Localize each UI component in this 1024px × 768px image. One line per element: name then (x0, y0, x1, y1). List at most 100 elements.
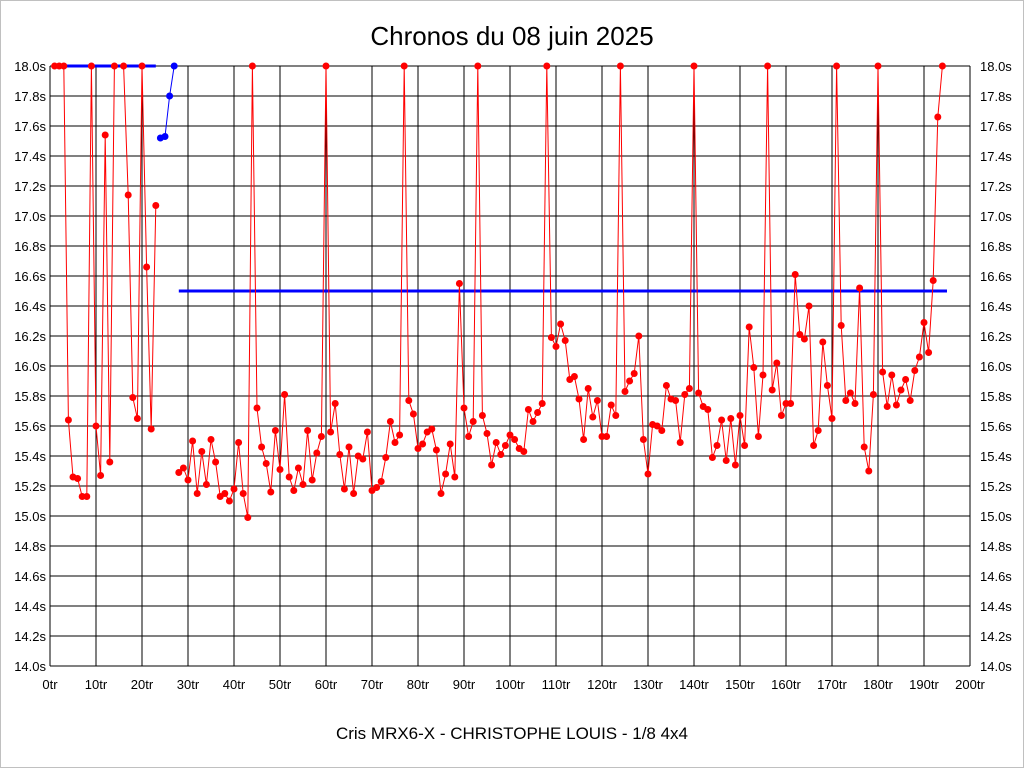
y-tick-label-right: 17.0s (980, 209, 1012, 224)
data-point (754, 433, 762, 440)
data-point (74, 475, 82, 482)
data-point (432, 446, 440, 454)
data-point (681, 391, 689, 398)
data-point (745, 323, 753, 331)
data-point (382, 454, 390, 461)
data-point (451, 473, 459, 481)
data-point (534, 409, 542, 416)
data-point (874, 62, 882, 70)
x-axis-label: Cris MRX6-X - CHRISTOPHE LOUIS - 1/8 4x4 (336, 724, 688, 743)
data-point (869, 391, 877, 398)
data-point (593, 397, 601, 404)
data-point (147, 425, 155, 433)
y-tick-label-right: 17.8s (980, 89, 1012, 104)
data-point (612, 412, 620, 419)
data-point (179, 464, 187, 472)
x-tick-label: 50tr (269, 677, 292, 692)
grid (49, 65, 971, 667)
data-point (837, 322, 845, 329)
data-point (704, 406, 712, 413)
data-point (405, 397, 413, 404)
y-tick-label-right: 17.2s (980, 179, 1012, 194)
data-point (552, 343, 560, 350)
y-tick-label-right: 15.6s (980, 419, 1012, 434)
data-point (83, 493, 91, 500)
data-point (262, 460, 270, 467)
x-tick-label: 30tr (177, 677, 200, 692)
data-point (938, 62, 946, 70)
data-point (925, 349, 933, 356)
y-tick-label-right: 14.6s (980, 569, 1012, 584)
data-point (437, 490, 445, 497)
data-point (225, 497, 233, 505)
data-point (819, 338, 827, 346)
data-point (856, 284, 864, 292)
data-point (124, 191, 132, 199)
data-point (589, 413, 597, 421)
data-point (506, 431, 514, 439)
data-point (239, 490, 247, 497)
data-point (465, 433, 473, 440)
data-point (166, 92, 174, 100)
data-point (662, 382, 670, 389)
data-point (386, 418, 394, 425)
data-point (708, 454, 716, 461)
data-point (501, 442, 509, 449)
data-point (750, 364, 758, 371)
data-point (350, 490, 358, 497)
data-point (331, 400, 339, 407)
data-point (419, 440, 427, 448)
y-tick-label-right: 17.4s (980, 149, 1012, 164)
data-point (713, 442, 721, 449)
data-point (377, 478, 385, 485)
x-tick-label: 110tr (542, 677, 571, 692)
data-point (221, 490, 229, 497)
data-point (741, 442, 749, 449)
y-tick-label-left: 16.0s (14, 359, 46, 374)
y-tick-label-left: 16.6s (14, 269, 46, 284)
data-point (92, 422, 100, 430)
y-tick-label-left: 15.8s (14, 389, 46, 404)
data-point (796, 331, 804, 338)
x-tick-label: 80tr (407, 677, 430, 692)
tick-labels: 14.0s 14.0s 14.2s 14.2s 14.4s 14.4s 14.6s 14.6s… (14, 59, 1012, 692)
y-tick-label-left: 17.4s (14, 149, 46, 164)
data-point (143, 263, 151, 271)
data-point (860, 443, 868, 451)
data-point (244, 514, 252, 521)
y-tick-label-left: 15.6s (14, 419, 46, 434)
data-point (906, 397, 914, 404)
data-point (846, 389, 854, 397)
data-point (455, 280, 463, 287)
data-point (897, 386, 905, 394)
data-point (690, 62, 698, 70)
data-point (879, 368, 887, 376)
data-point (428, 425, 436, 433)
data-point (317, 433, 325, 440)
y-tick-label-left: 17.6s (14, 119, 46, 134)
y-tick-label-left: 15.2s (14, 479, 46, 494)
data-point (626, 377, 634, 385)
data-point (230, 485, 238, 493)
y-tick-label-right: 18.0s (980, 59, 1012, 74)
data-point (267, 488, 275, 496)
data-point (543, 62, 551, 70)
data-point (520, 448, 528, 455)
data-point (299, 481, 307, 488)
data-point (915, 353, 923, 361)
data-point (800, 335, 808, 343)
data-point (768, 386, 776, 394)
x-tick-label: 10tr (85, 677, 108, 692)
data-point (106, 458, 114, 466)
y-tick-label-right: 16.6s (980, 269, 1012, 284)
x-tick-label: 130tr (633, 677, 663, 692)
data-point (934, 113, 942, 121)
data-point (805, 302, 813, 310)
data-point (391, 439, 399, 446)
data-point (152, 202, 160, 209)
y-tick-label-right: 16.2s (980, 329, 1012, 344)
data-point (120, 62, 128, 70)
x-tick-label: 100tr (495, 677, 525, 692)
data-point (488, 461, 496, 469)
